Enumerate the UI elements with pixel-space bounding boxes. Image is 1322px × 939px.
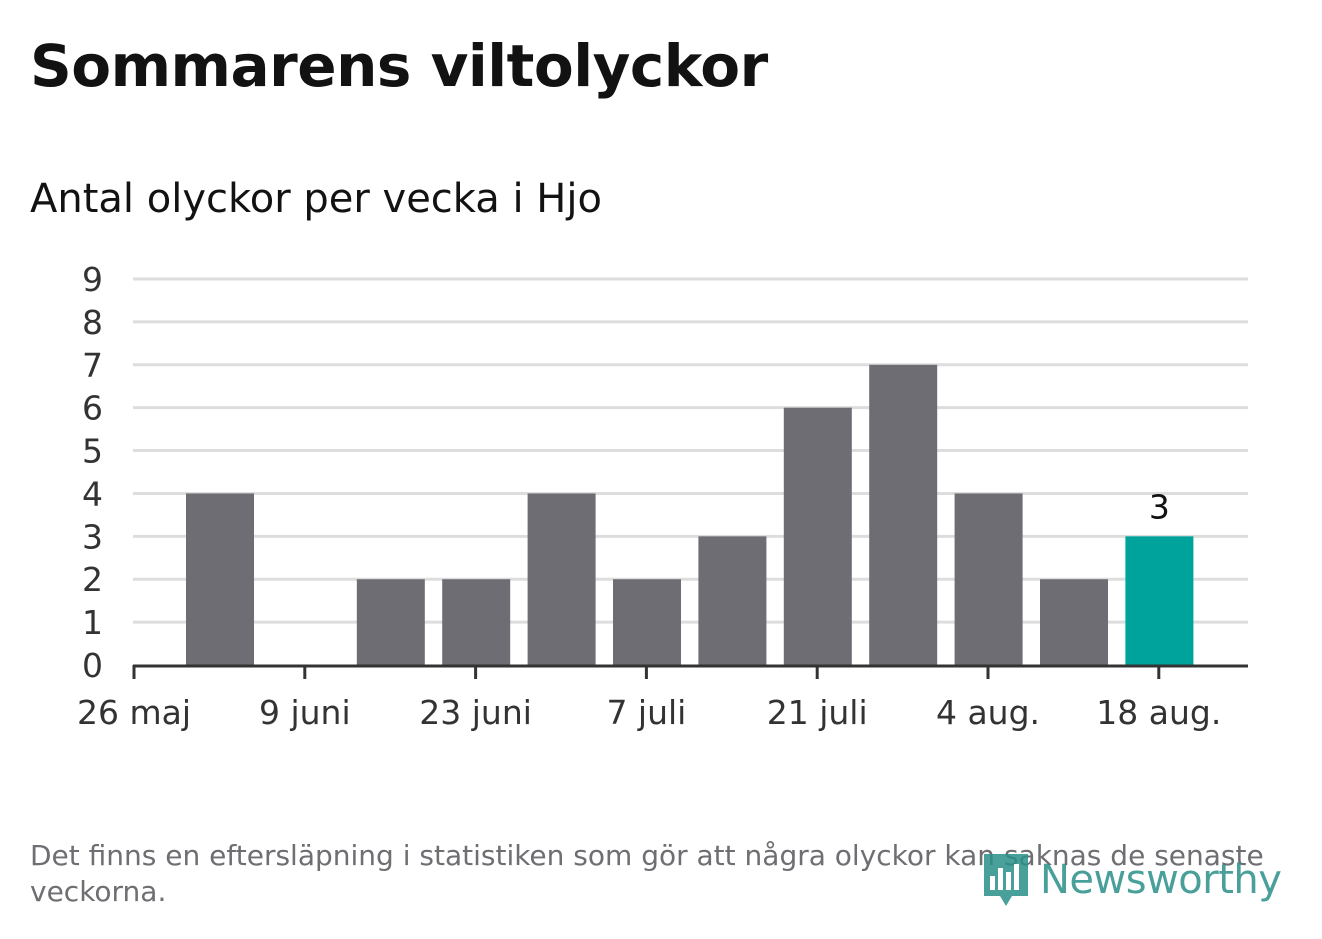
- y-tick-label: 5: [82, 432, 103, 471]
- bar: [783, 407, 852, 665]
- y-tick-label: 2: [82, 560, 103, 599]
- bar: [356, 579, 425, 665]
- bar: [698, 536, 767, 665]
- grid-lines: [133, 277, 1248, 624]
- bar: [869, 364, 938, 665]
- y-tick-label: 9: [82, 260, 103, 299]
- data-labels: 3: [1149, 487, 1170, 526]
- x-tick-label: 21 juli: [767, 693, 868, 732]
- x-tick-label: 18 aug.: [1096, 693, 1221, 732]
- y-tick-label: 1: [82, 603, 103, 642]
- y-tick-label: 6: [82, 389, 103, 428]
- chart-title: Sommarens viltolyckor: [30, 32, 768, 100]
- bar: [186, 493, 254, 665]
- y-tick-label: 3: [82, 517, 103, 556]
- brand-logo: Newsworthy: [980, 850, 1282, 910]
- newsworthy-logo-icon: [984, 854, 1028, 906]
- y-tick-label: 4: [82, 474, 103, 513]
- bar: [954, 493, 1023, 665]
- x-tick-label: 7 juli: [606, 693, 686, 732]
- bars: [186, 364, 1194, 665]
- x-tick-label: 26 maj: [77, 693, 191, 732]
- x-tick-label: 4 aug.: [936, 693, 1040, 732]
- chart-subtitle: Antal olyckor per vecka i Hjo: [30, 176, 602, 222]
- y-tick-label: 0: [82, 646, 103, 685]
- highlight-bar: [1125, 536, 1194, 665]
- bar: [442, 579, 511, 665]
- y-tick-label: 7: [82, 346, 103, 385]
- footnote: Det finns en eftersläpning i statistiken…: [30, 839, 1264, 908]
- data-label: 3: [1149, 487, 1170, 526]
- x-tick-label: 9 juni: [259, 693, 351, 732]
- bar-chart: 0 1 2 3 45 6 7 8 9 26 maj 9 juni 23 juni 7 juli 21 j…: [77, 260, 1248, 732]
- x-tick-label: 23 juni: [419, 693, 532, 732]
- y-axis: 0 1 2 3 45 6 7 8 9: [82, 260, 103, 685]
- x-axis: 26 maj 9 juni 23 juni 7 juli 21 juli 4 aug. 18…: [77, 664, 1248, 732]
- bar: [613, 579, 681, 665]
- bar: [527, 493, 596, 665]
- bar: [1040, 579, 1108, 665]
- y-tick-label: 8: [82, 303, 103, 342]
- brand-name: Newsworthy: [1040, 857, 1282, 903]
